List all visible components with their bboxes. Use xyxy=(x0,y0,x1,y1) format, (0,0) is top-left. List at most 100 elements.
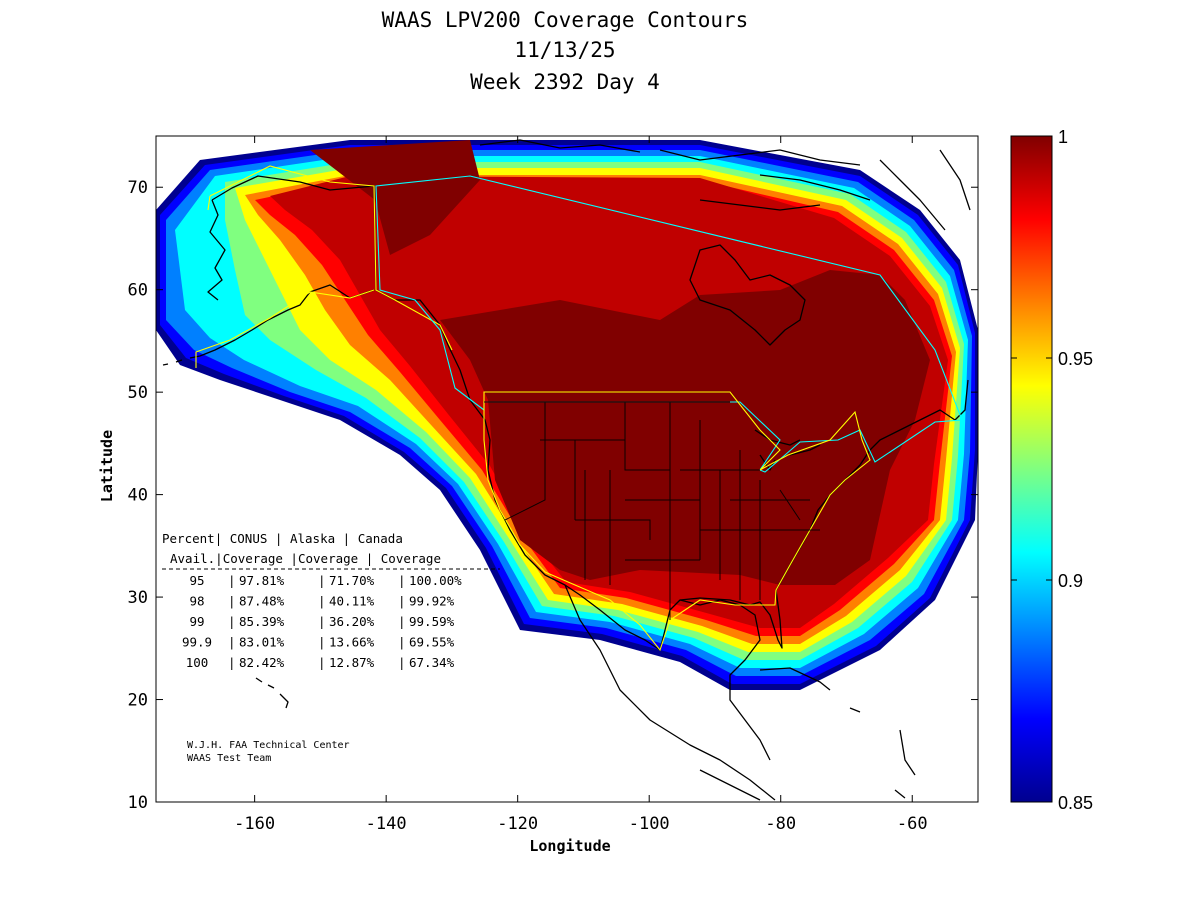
contour-1 xyxy=(310,140,930,585)
canada-boundary xyxy=(375,175,963,473)
table-sep: | xyxy=(318,635,326,650)
table-sep: | xyxy=(318,573,326,588)
coverage-table: Percent| CONUS | Alaska | Canada Avail.|… xyxy=(162,531,500,670)
table-cell-percent: 100 xyxy=(186,655,209,670)
y-tick-label: 10 xyxy=(128,793,148,813)
table-header-alaska: Alaska xyxy=(290,531,335,546)
state-lines xyxy=(484,401,820,620)
table-header-canada: Canada xyxy=(358,531,403,546)
plot-frame xyxy=(155,135,979,803)
table-sep: | xyxy=(228,573,236,588)
table-rows: 95 | 97.81% | 71.70% | 100.00%98 | 87.48% | 40.11%… xyxy=(182,573,462,670)
table-sep: | xyxy=(228,655,236,670)
title-line-3: Week 2392 Day 4 xyxy=(470,70,660,94)
table-cell-canada: 69.55% xyxy=(409,635,455,650)
colorbar-tick-label: 1 xyxy=(1058,127,1068,147)
table-cell-conus: 83.01% xyxy=(239,635,285,650)
table-cell-canada: 99.92% xyxy=(409,594,455,609)
mexico-coast xyxy=(564,584,776,801)
x-tick-label: -100 xyxy=(629,814,670,834)
table-row: 99.9 | 83.01% | 13.66% | 69.55% xyxy=(182,635,455,650)
table-cell-percent: 95 xyxy=(189,573,204,588)
table-header-coverage-alaska: Coverage xyxy=(298,551,358,566)
table-row: 98 | 87.48% | 40.11% | 99.92% xyxy=(189,594,454,609)
table-cell-percent: 99.9 xyxy=(182,635,212,650)
y-tick-label: 60 xyxy=(128,281,148,301)
title-line-1: WAAS LPV200 Coverage Contours xyxy=(382,8,749,32)
aleutian-islands xyxy=(162,355,201,366)
table-cell-conus: 87.48% xyxy=(239,594,285,609)
table-cell-percent: 98 xyxy=(189,594,204,609)
colorbar-ticks: 1 0.95 0.9 0.85 xyxy=(1011,127,1093,813)
table-sep: | xyxy=(398,655,406,670)
table-cell-canada: 99.59% xyxy=(409,614,455,629)
y-tick-label: 30 xyxy=(128,588,148,608)
colorbar-tick-label: 0.85 xyxy=(1058,793,1093,813)
table-header-2: Avail.|Coverage |Coverage | Coverage xyxy=(170,551,441,566)
table-header-1: Percent| CONUS | Alaska | Canada xyxy=(162,531,403,546)
table-sep: | xyxy=(398,573,406,588)
table-cell-alaska: 71.70% xyxy=(329,573,375,588)
colorbar-tick-label: 0.9 xyxy=(1058,571,1083,591)
table-sep: | xyxy=(318,594,326,609)
hawaii-islands xyxy=(255,677,289,709)
caribbean-islands xyxy=(759,667,916,799)
table-sep: | xyxy=(318,614,326,629)
table-row: 95 | 97.81% | 71.70% | 100.00% xyxy=(189,573,462,588)
y-tick-label: 70 xyxy=(128,178,148,198)
table-cell-conus: 82.42% xyxy=(239,655,285,670)
central-america-coast xyxy=(699,769,761,801)
table-sep: | xyxy=(398,594,406,609)
x-tick-label: -80 xyxy=(765,814,796,834)
x-tick-label: -160 xyxy=(234,814,275,834)
colorbar-tick-label: 0.95 xyxy=(1058,349,1093,369)
hudson-bay xyxy=(689,244,806,346)
table-header-coverage-conus: Coverage xyxy=(223,551,283,566)
table-cell-alaska: 12.87% xyxy=(329,655,375,670)
x-tick-label: -140 xyxy=(366,814,407,834)
gulf-florida-coast xyxy=(679,464,861,649)
conus-boundary xyxy=(483,391,871,652)
table-row: 99 | 85.39% | 36.20% | 99.59% xyxy=(189,614,454,629)
table-sep: | xyxy=(228,635,236,650)
table-row: 100 | 82.42% | 12.87% | 67.34% xyxy=(186,655,455,670)
table-sep: | xyxy=(398,635,406,650)
colorbar xyxy=(1010,135,1053,803)
y-tick-label: 40 xyxy=(128,486,148,506)
table-sep: | xyxy=(398,614,406,629)
arctic-islands xyxy=(479,139,971,231)
table-header-avail: Avail. xyxy=(170,551,215,566)
table-header-percent: Percent xyxy=(162,531,215,546)
table-sep: | xyxy=(228,594,236,609)
table-cell-conus: 97.81% xyxy=(239,573,285,588)
credit-line-1: W.J.H. FAA Technical Center xyxy=(187,740,350,751)
map-plot-area xyxy=(156,136,978,802)
x-tick-label: -120 xyxy=(497,814,538,834)
x-tick-label: -60 xyxy=(897,814,928,834)
x-axis-label: Longitude xyxy=(529,837,610,855)
title-line-2: 11/13/25 xyxy=(514,38,615,62)
table-cell-percent: 99 xyxy=(189,614,204,629)
y-tick-label: 50 xyxy=(128,383,148,403)
table-cell-canada: 67.34% xyxy=(409,655,455,670)
table-cell-canada: 100.00% xyxy=(409,573,462,588)
credit-line-2: WAAS Test Team xyxy=(187,753,271,764)
table-cell-alaska: 13.66% xyxy=(329,635,375,650)
east-coast xyxy=(859,379,969,466)
table-sep: | xyxy=(318,655,326,670)
table-sep: | xyxy=(228,614,236,629)
region-boundaries xyxy=(195,165,963,652)
y-tick-label: 20 xyxy=(128,691,148,711)
table-cell-alaska: 36.20% xyxy=(329,614,375,629)
y-axis-label: Latitude xyxy=(98,430,116,502)
x-axis-ticks: -160 -140 -120 -100 -80 -60 xyxy=(234,136,928,834)
coastlines xyxy=(162,139,971,801)
west-coast xyxy=(447,344,661,651)
table-header-conus: CONUS xyxy=(230,531,268,546)
table-cell-conus: 85.39% xyxy=(239,614,285,629)
table-header-coverage-canada: Coverage xyxy=(381,551,441,566)
table-cell-alaska: 40.11% xyxy=(329,594,375,609)
y-axis-ticks: 70 60 50 40 30 20 10 xyxy=(128,178,978,813)
